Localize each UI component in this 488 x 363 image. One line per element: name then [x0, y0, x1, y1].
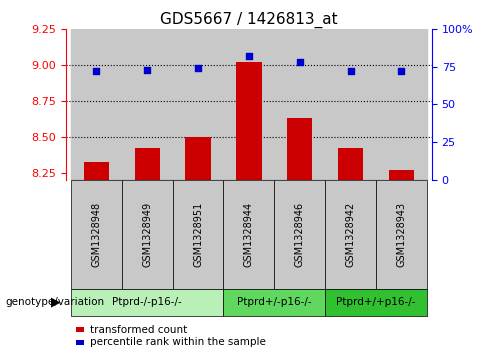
Bar — [122, 29, 173, 180]
Bar — [376, 29, 427, 180]
Bar — [224, 29, 274, 180]
Point — [143, 67, 151, 73]
Text: GSM1328943: GSM1328943 — [396, 201, 407, 267]
Text: percentile rank within the sample: percentile rank within the sample — [90, 338, 266, 347]
Bar — [338, 148, 363, 180]
Point — [194, 65, 202, 71]
Bar — [185, 136, 211, 180]
Bar — [83, 163, 109, 180]
Point — [397, 68, 405, 74]
Point — [296, 59, 304, 65]
Bar — [173, 29, 224, 180]
Bar — [287, 118, 312, 180]
Bar — [388, 170, 414, 180]
Title: GDS5667 / 1426813_at: GDS5667 / 1426813_at — [160, 12, 338, 28]
Text: GSM1328942: GSM1328942 — [346, 201, 356, 267]
Text: GSM1328949: GSM1328949 — [142, 201, 152, 267]
Bar — [236, 62, 262, 180]
Text: Ptprd+/+p16-/-: Ptprd+/+p16-/- — [336, 297, 416, 307]
Text: Ptprd+/-p16-/-: Ptprd+/-p16-/- — [237, 297, 312, 307]
Point — [93, 68, 101, 74]
Point — [346, 68, 354, 74]
Text: transformed count: transformed count — [90, 325, 187, 335]
Bar — [325, 29, 376, 180]
Text: ▶: ▶ — [51, 296, 61, 309]
Text: GSM1328946: GSM1328946 — [295, 201, 305, 267]
Text: genotype/variation: genotype/variation — [5, 297, 104, 307]
Text: GSM1328951: GSM1328951 — [193, 201, 203, 267]
Bar — [71, 29, 122, 180]
Bar — [274, 29, 325, 180]
Point — [245, 53, 253, 59]
Text: Ptprd-/-p16-/-: Ptprd-/-p16-/- — [112, 297, 182, 307]
Text: GSM1328944: GSM1328944 — [244, 201, 254, 267]
Text: GSM1328948: GSM1328948 — [91, 201, 102, 267]
Bar — [135, 148, 160, 180]
